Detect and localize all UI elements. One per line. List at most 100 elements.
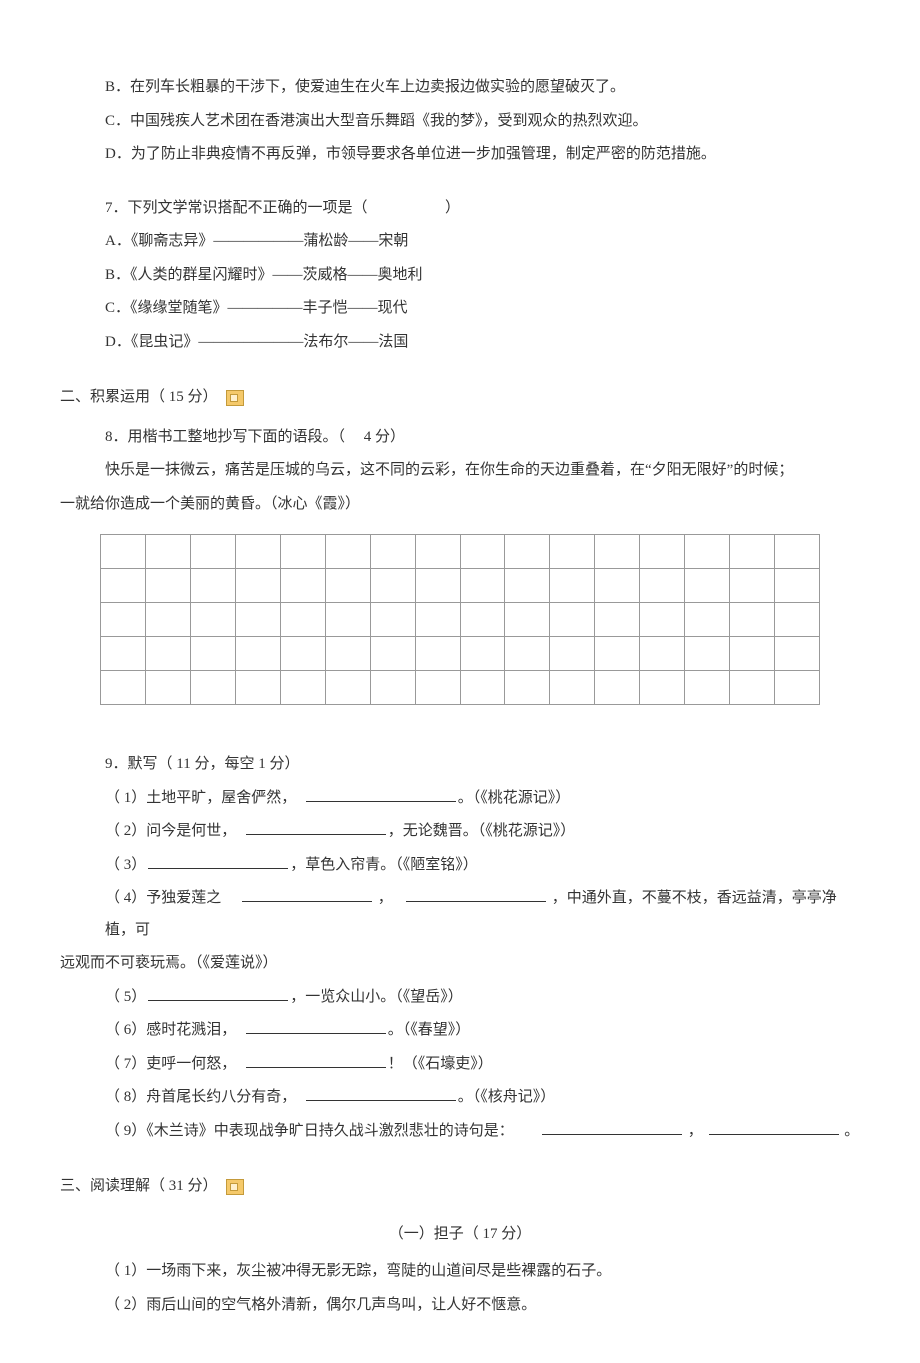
writing-grid-cell[interactable] <box>730 603 775 637</box>
writing-grid-cell[interactable] <box>460 569 505 603</box>
writing-grid-cell[interactable] <box>730 637 775 671</box>
writing-grid-cell[interactable] <box>730 569 775 603</box>
q9-item-blank[interactable] <box>306 787 456 802</box>
q7-stem-pre: 7．下列文学常识搭配不正确的一项是（ <box>105 200 368 216</box>
writing-grid-cell[interactable] <box>145 603 190 637</box>
q6-option-c: C．中国残疾人艺术团在香港演出大型音乐舞蹈《我的梦》，受到观众的热烈欢迎。 <box>60 106 860 138</box>
writing-grid-cell[interactable] <box>415 535 460 569</box>
writing-grid-cell[interactable] <box>370 535 415 569</box>
writing-grid-cell[interactable] <box>235 637 280 671</box>
writing-grid-cell[interactable] <box>460 603 505 637</box>
q9-9-blank1[interactable] <box>542 1120 682 1135</box>
writing-grid-cell[interactable] <box>775 569 820 603</box>
writing-grid-cell[interactable] <box>595 535 640 569</box>
writing-grid-cell[interactable] <box>235 671 280 705</box>
writing-grid-cell[interactable] <box>685 671 730 705</box>
writing-grid-cell[interactable] <box>460 535 505 569</box>
writing-grid-cell[interactable] <box>685 637 730 671</box>
writing-grid-cell[interactable] <box>775 603 820 637</box>
q9-9-blank2[interactable] <box>709 1120 839 1135</box>
writing-grid-cell[interactable] <box>595 569 640 603</box>
writing-grid-cell[interactable] <box>550 637 595 671</box>
writing-grid-cell[interactable] <box>145 637 190 671</box>
q9-4-blank2[interactable] <box>406 887 546 902</box>
writing-grid-cell[interactable] <box>595 637 640 671</box>
writing-grid-cell[interactable] <box>280 535 325 569</box>
writing-grid-cell[interactable] <box>550 569 595 603</box>
writing-grid-cell[interactable] <box>370 671 415 705</box>
q9-item-post: ，无论魏晋。（《桃花源记》） <box>388 823 576 839</box>
writing-grid-cell[interactable] <box>730 535 775 569</box>
writing-grid-cell[interactable] <box>325 535 370 569</box>
writing-grid-cell[interactable] <box>505 671 550 705</box>
writing-grid-cell[interactable] <box>190 569 235 603</box>
writing-grid-cell[interactable] <box>190 535 235 569</box>
writing-grid-cell[interactable] <box>775 637 820 671</box>
q9-item-blank[interactable] <box>148 854 288 869</box>
writing-grid-cell[interactable] <box>235 535 280 569</box>
q9-item-blank[interactable] <box>246 820 386 835</box>
q8-passage-line1: 快乐是一抹微云，痛苦是压城的乌云，这不同的云彩，在你生命的天边重叠着，在“夕阳无… <box>60 455 860 487</box>
writing-grid[interactable] <box>100 534 820 705</box>
writing-grid-cell[interactable] <box>145 535 190 569</box>
writing-grid-cell[interactable] <box>235 569 280 603</box>
writing-grid-cell[interactable] <box>101 569 146 603</box>
q9-9-post: 。 <box>844 1123 859 1139</box>
writing-grid-cell[interactable] <box>505 535 550 569</box>
writing-grid-cell[interactable] <box>685 535 730 569</box>
writing-grid-cell[interactable] <box>640 569 685 603</box>
writing-grid-cell[interactable] <box>640 535 685 569</box>
writing-grid-cell[interactable] <box>550 603 595 637</box>
writing-grid-cell[interactable] <box>415 569 460 603</box>
q9-item-blank[interactable] <box>306 1086 456 1101</box>
writing-grid-cell[interactable] <box>685 569 730 603</box>
writing-grid-cell[interactable] <box>101 671 146 705</box>
writing-grid-cell[interactable] <box>640 603 685 637</box>
writing-grid-cell[interactable] <box>235 603 280 637</box>
writing-grid-cell[interactable] <box>775 535 820 569</box>
writing-grid-cell[interactable] <box>280 603 325 637</box>
writing-grid-cell[interactable] <box>145 569 190 603</box>
writing-grid-cell[interactable] <box>640 637 685 671</box>
writing-grid-cell[interactable] <box>190 637 235 671</box>
writing-grid-cell[interactable] <box>101 603 146 637</box>
writing-grid-cell[interactable] <box>325 569 370 603</box>
writing-grid-cell[interactable] <box>505 603 550 637</box>
writing-grid-cell[interactable] <box>505 637 550 671</box>
q9-item-3: （ 3），草色入帘青。（《陋室铭》） <box>60 850 860 882</box>
writing-grid-cell[interactable] <box>550 671 595 705</box>
writing-grid-cell[interactable] <box>280 671 325 705</box>
writing-grid-cell[interactable] <box>640 671 685 705</box>
writing-grid-cell[interactable] <box>370 603 415 637</box>
writing-grid-cell[interactable] <box>505 569 550 603</box>
writing-grid-cell[interactable] <box>550 535 595 569</box>
section3-p2: （ 2）雨后山间的空气格外清新，偶尔几声鸟叫，让人好不惬意。 <box>60 1290 860 1322</box>
writing-grid-cell[interactable] <box>370 637 415 671</box>
writing-grid-cell[interactable] <box>415 637 460 671</box>
writing-grid-cell[interactable] <box>460 671 505 705</box>
writing-grid-cell[interactable] <box>190 603 235 637</box>
writing-grid-cell[interactable] <box>775 671 820 705</box>
q9-item-blank[interactable] <box>246 1053 386 1068</box>
writing-grid-cell[interactable] <box>325 637 370 671</box>
writing-grid-cell[interactable] <box>595 671 640 705</box>
writing-grid-cell[interactable] <box>685 603 730 637</box>
writing-grid-cell[interactable] <box>415 603 460 637</box>
writing-grid-cell[interactable] <box>101 637 146 671</box>
q9-item-blank[interactable] <box>148 986 288 1001</box>
q9-item-pre: （ 5） <box>105 989 146 1005</box>
writing-grid-cell[interactable] <box>460 637 505 671</box>
writing-grid-cell[interactable] <box>325 671 370 705</box>
writing-grid-cell[interactable] <box>415 671 460 705</box>
writing-grid-cell[interactable] <box>280 637 325 671</box>
q9-4-blank1[interactable] <box>242 887 372 902</box>
writing-grid-cell[interactable] <box>370 569 415 603</box>
writing-grid-cell[interactable] <box>730 671 775 705</box>
q9-item-blank[interactable] <box>246 1019 386 1034</box>
writing-grid-cell[interactable] <box>325 603 370 637</box>
writing-grid-cell[interactable] <box>190 671 235 705</box>
writing-grid-cell[interactable] <box>145 671 190 705</box>
writing-grid-cell[interactable] <box>595 603 640 637</box>
writing-grid-cell[interactable] <box>101 535 146 569</box>
writing-grid-cell[interactable] <box>280 569 325 603</box>
